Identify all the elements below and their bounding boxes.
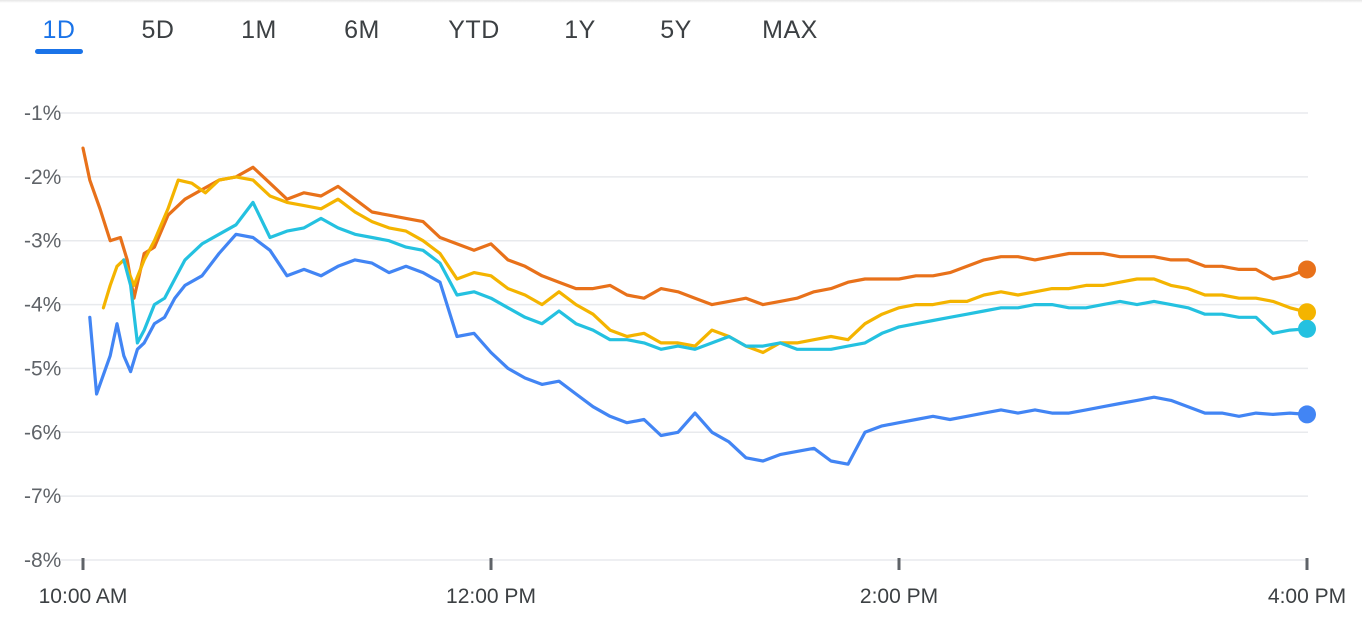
series-line-3	[88, 232, 1309, 466]
active-tab-indicator	[35, 49, 83, 54]
y-tick-label: -3%	[24, 230, 61, 253]
y-tick-label: -7%	[24, 485, 61, 508]
series-endpoint-2	[1298, 319, 1316, 338]
tab-max[interactable]: MAX	[762, 16, 818, 44]
y-tick-label: -8%	[24, 549, 61, 572]
series-endpoint-1	[1298, 303, 1316, 322]
series-line-1	[101, 175, 1309, 355]
x-tick-label: 10:00 AM	[39, 585, 128, 608]
tab-1y[interactable]: 1Y	[564, 16, 596, 44]
series-endpoint-3	[1298, 405, 1316, 424]
tab-6m[interactable]: 6M	[344, 16, 380, 44]
tab-5y[interactable]: 5Y	[660, 16, 692, 44]
y-tick-label: -2%	[24, 166, 61, 189]
tab-1m[interactable]: 1M	[241, 16, 277, 44]
range-tabs: 1D 5D 1M 6M YTD 1Y 5Y MAX	[0, 0, 1362, 60]
y-tick-label: -1%	[24, 102, 61, 125]
y-tick-label: -5%	[24, 357, 61, 380]
tab-5d[interactable]: 5D	[141, 16, 175, 44]
series-line-2	[122, 200, 1309, 351]
y-tick-label: -6%	[24, 421, 61, 444]
series-endpoint-0	[1298, 260, 1316, 279]
y-tick-label: -4%	[24, 294, 61, 317]
top-edge-shadow	[0, 0, 1362, 3]
x-tick-label: 4:00 PM	[1268, 585, 1346, 608]
x-tick-label: 2:00 PM	[860, 585, 938, 608]
tab-ytd[interactable]: YTD	[448, 16, 500, 44]
tab-1d[interactable]: 1D	[42, 16, 76, 44]
x-tick-label: 12:00 PM	[446, 585, 536, 608]
